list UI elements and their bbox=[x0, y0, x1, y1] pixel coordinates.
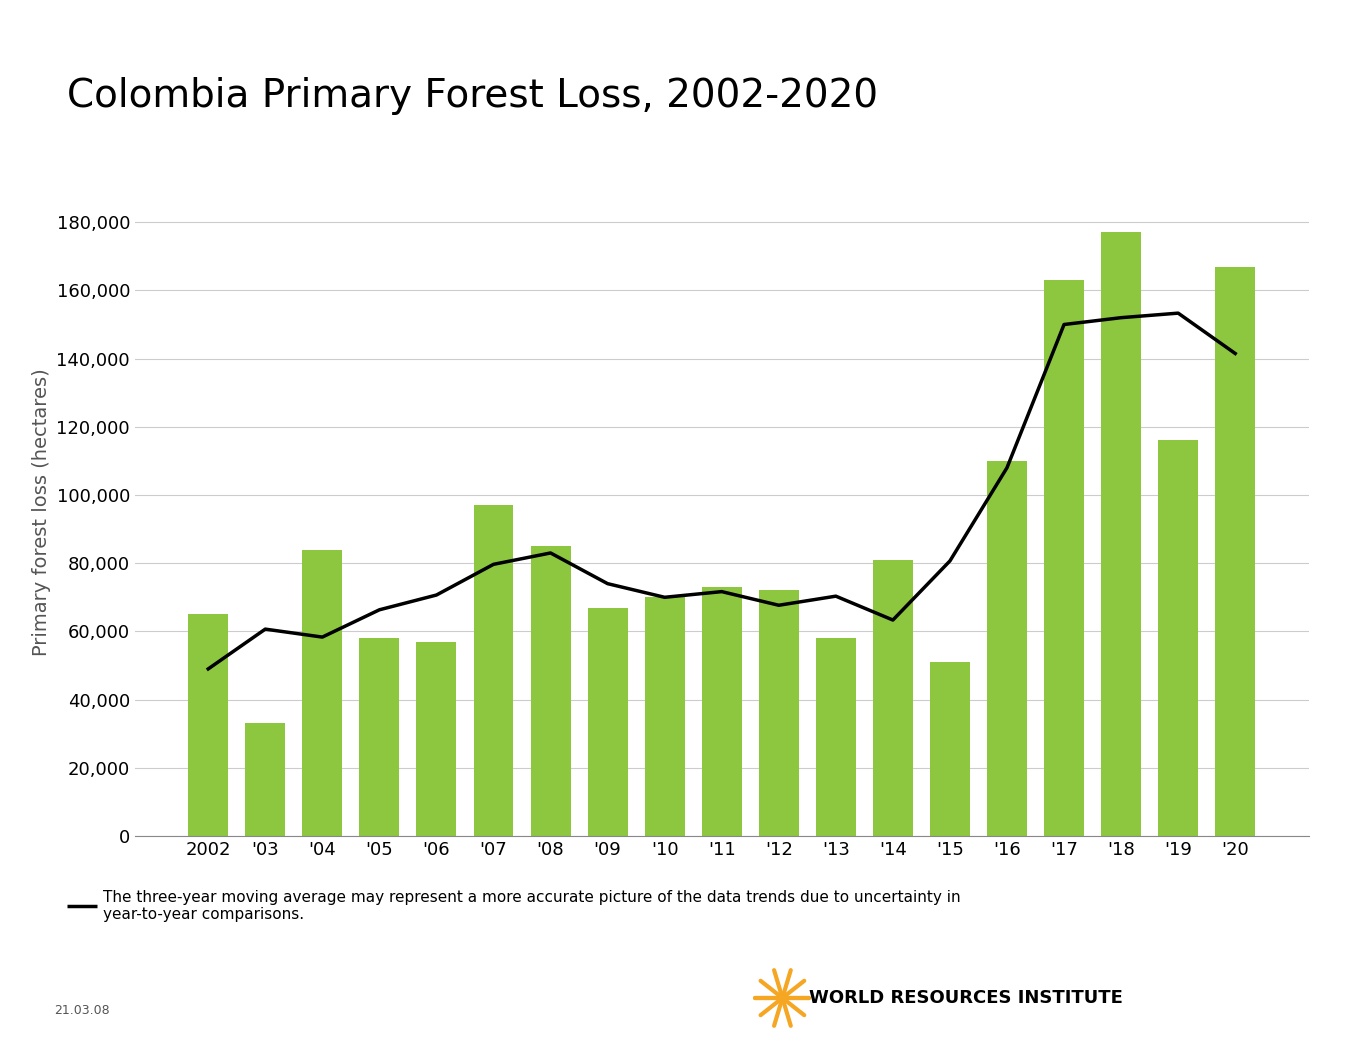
Text: Colombia Primary Forest Loss, 2002-2020: Colombia Primary Forest Loss, 2002-2020 bbox=[67, 77, 878, 115]
Bar bbox=[1159, 440, 1198, 836]
Bar bbox=[1215, 266, 1255, 836]
Bar bbox=[873, 560, 913, 836]
Bar bbox=[929, 663, 970, 836]
Bar bbox=[1101, 232, 1141, 836]
Text: 21.03.08: 21.03.08 bbox=[54, 1003, 109, 1017]
Bar bbox=[1044, 280, 1085, 836]
Bar bbox=[473, 505, 514, 836]
Bar bbox=[701, 587, 742, 836]
Bar bbox=[302, 550, 343, 836]
Bar bbox=[758, 590, 799, 836]
Y-axis label: Primary forest loss (hectares): Primary forest loss (hectares) bbox=[32, 368, 51, 656]
Text: GLOBAL
FOREST
WATCH: GLOBAL FOREST WATCH bbox=[606, 976, 662, 1020]
Bar bbox=[417, 642, 456, 836]
Text: The three-year moving average may represent a more accurate picture of the data : The three-year moving average may repres… bbox=[103, 889, 960, 922]
Bar bbox=[987, 461, 1027, 836]
Bar bbox=[530, 547, 571, 836]
Bar bbox=[816, 638, 855, 836]
Bar bbox=[359, 638, 399, 836]
Bar bbox=[189, 614, 228, 836]
Bar bbox=[588, 607, 627, 836]
Bar bbox=[246, 723, 285, 836]
Text: WORLD RESOURCES INSTITUTE: WORLD RESOURCES INSTITUTE bbox=[809, 989, 1124, 1007]
Bar bbox=[645, 598, 685, 836]
